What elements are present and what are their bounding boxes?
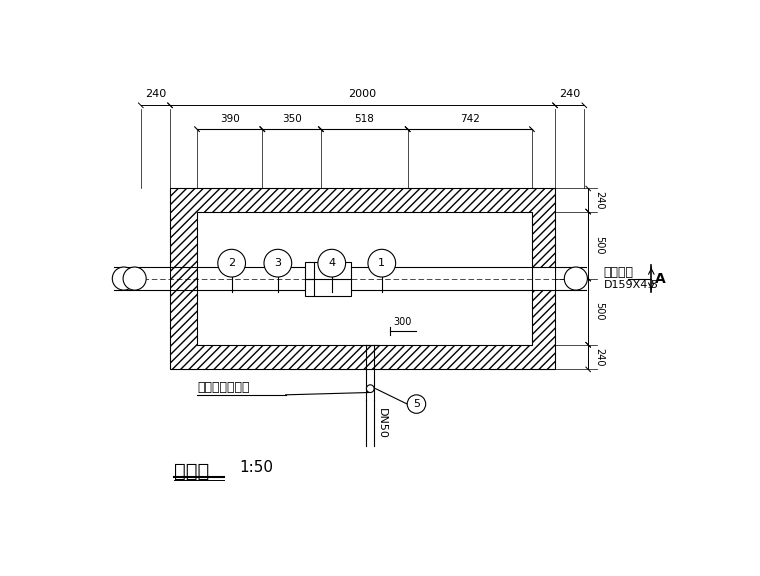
Circle shape [368, 249, 396, 277]
Text: 4: 4 [328, 258, 335, 268]
Text: 240: 240 [594, 348, 604, 366]
Text: 就近排入检查井: 就近排入检查井 [197, 381, 249, 394]
Text: 500: 500 [594, 302, 604, 321]
Text: 240: 240 [145, 89, 166, 99]
Text: 500: 500 [594, 236, 604, 255]
Circle shape [407, 395, 426, 414]
Bar [170, 188, 555, 369]
Text: DN50: DN50 [376, 408, 386, 439]
Bar [197, 211, 532, 345]
Circle shape [264, 249, 292, 277]
Bar [305, 262, 351, 295]
Text: 518: 518 [354, 114, 374, 124]
Circle shape [318, 249, 346, 277]
Circle shape [366, 385, 374, 392]
Text: 2000: 2000 [349, 89, 377, 99]
Bar [532, 267, 555, 290]
Bar [114, 267, 170, 290]
Text: 240: 240 [594, 191, 604, 209]
Text: D159X4.5: D159X4.5 [603, 280, 659, 290]
Text: 3: 3 [274, 258, 281, 268]
Circle shape [123, 267, 146, 290]
Text: 1: 1 [378, 258, 385, 268]
Text: 350: 350 [282, 114, 302, 124]
Text: 1:50: 1:50 [239, 460, 274, 475]
Text: 5: 5 [413, 399, 420, 409]
Text: 300: 300 [394, 317, 412, 327]
Text: 至配水井: 至配水井 [603, 266, 634, 279]
Circle shape [564, 267, 587, 290]
Circle shape [218, 249, 245, 277]
Text: 平面图: 平面图 [174, 462, 209, 481]
Text: A: A [655, 271, 666, 286]
Text: 240: 240 [559, 89, 581, 99]
Text: 390: 390 [220, 114, 239, 124]
Text: 2: 2 [228, 258, 235, 268]
Text: 742: 742 [460, 114, 480, 124]
Circle shape [112, 267, 135, 290]
